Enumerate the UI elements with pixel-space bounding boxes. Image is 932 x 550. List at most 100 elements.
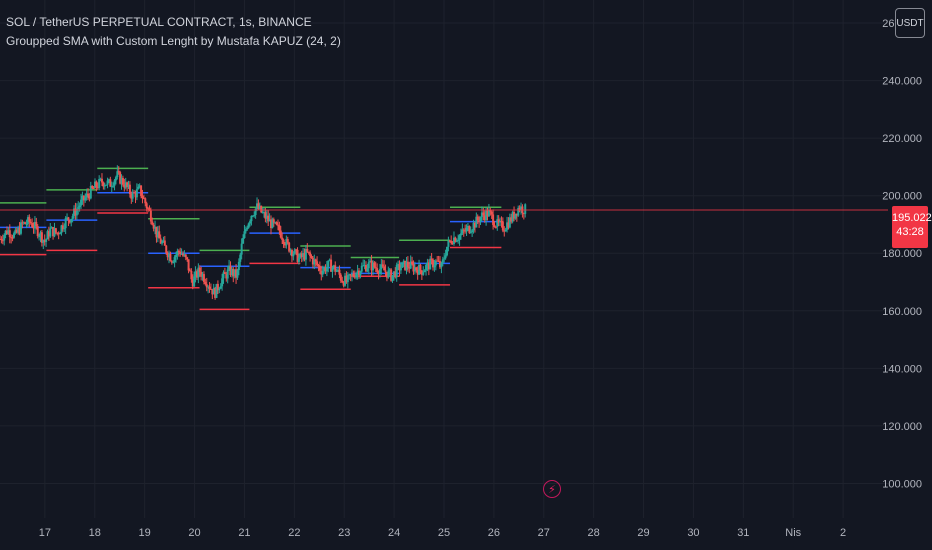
- candle-body: [476, 216, 479, 221]
- candle-body: [226, 269, 229, 279]
- indicator-title[interactable]: Groupped SMA with Custom Lenght by Musta…: [6, 34, 341, 48]
- candle-body: [123, 184, 126, 188]
- candle-body: [159, 238, 162, 244]
- candle-body: [278, 225, 281, 231]
- candle-body: [317, 265, 320, 267]
- currency-button[interactable]: USDT: [895, 8, 925, 38]
- candle-body: [334, 265, 337, 272]
- candle-body: [98, 178, 101, 188]
- candle-body: [332, 265, 335, 268]
- candle-body: [173, 257, 176, 263]
- candle-body: [377, 271, 380, 274]
- candle-body: [293, 249, 296, 254]
- candle-body: [299, 253, 302, 258]
- lightning-icon[interactable]: ⚡︎: [543, 480, 561, 498]
- x-axis-ticks: 17 18 19 20 21 22 23 24 25 26 27 28 29 30 31 Nis 2: [39, 527, 846, 539]
- x-tick-label: 29: [637, 527, 649, 539]
- candle-body: [275, 222, 278, 225]
- candle-body: [479, 217, 482, 223]
- symbol-title[interactable]: SOL / TetherUS PERPETUAL CONTRACT, 1s, B…: [6, 15, 312, 29]
- candle-body: [0, 238, 3, 241]
- candle-body: [56, 232, 59, 234]
- candle-body: [469, 232, 472, 234]
- candle-body: [134, 192, 137, 198]
- candle-body: [127, 184, 130, 187]
- candle-body: [485, 210, 488, 221]
- candle-body: [504, 229, 507, 232]
- candle-body: [464, 230, 467, 232]
- candle-body: [187, 259, 190, 271]
- candle-body: [313, 259, 316, 265]
- candle-body: [290, 250, 293, 257]
- candle-body: [318, 265, 321, 271]
- candle-body: [109, 179, 112, 187]
- candle-body: [310, 256, 313, 258]
- candle-body: [478, 220, 481, 223]
- candle-body: [201, 274, 204, 277]
- candle-body: [418, 264, 421, 275]
- candle-body: [510, 217, 513, 222]
- candle-body: [219, 286, 222, 289]
- candle-body: [212, 288, 215, 295]
- candle-body: [7, 230, 10, 234]
- candle-body: [335, 270, 338, 272]
- candle-body: [381, 264, 384, 267]
- candle-body: [398, 264, 401, 271]
- candle-body: [380, 264, 383, 270]
- candle-body: [253, 214, 256, 216]
- candle-body: [74, 208, 77, 216]
- x-tick-label: 17: [39, 527, 51, 539]
- candle-body: [179, 251, 182, 255]
- candle-body: [406, 261, 409, 267]
- candle-body: [385, 272, 388, 278]
- candle-body: [110, 186, 113, 188]
- candle-body: [309, 252, 312, 257]
- candle-body: [289, 250, 292, 252]
- candle-body: [422, 272, 425, 275]
- candle-body: [31, 223, 34, 228]
- candle-body: [436, 260, 439, 262]
- candle-body: [71, 216, 74, 219]
- candle-body: [54, 228, 57, 233]
- chart-legend: SOL / TetherUS PERPETUAL CONTRACT, 1s, B…: [6, 14, 341, 60]
- candle-body: [19, 222, 22, 234]
- candle-body: [454, 237, 457, 242]
- candle-body: [366, 268, 369, 272]
- y-tick-label: 100.000: [882, 478, 922, 490]
- candle-body: [489, 209, 492, 212]
- candle-body: [168, 253, 171, 258]
- candle-body: [265, 215, 268, 219]
- candle-body: [306, 248, 309, 252]
- candle-body: [452, 237, 455, 244]
- x-tick-label: 27: [538, 527, 550, 539]
- candle-body: [195, 271, 198, 278]
- candle-body: [225, 273, 228, 279]
- candle-body: [458, 235, 461, 240]
- candle-body: [475, 216, 478, 228]
- candle-body: [409, 261, 412, 269]
- candle-body: [40, 232, 43, 243]
- candle-body: [260, 205, 263, 213]
- candle-body: [138, 185, 141, 187]
- candle-body: [507, 222, 510, 228]
- candle-body: [351, 273, 354, 276]
- y-axis-ticks: 100.000 120.000 140.000 160.000 180.000 200.0…: [882, 18, 922, 490]
- candle-body: [261, 212, 264, 214]
- y-tick-label: 200.000: [882, 191, 922, 203]
- candle-body: [215, 283, 218, 298]
- candle-body: [126, 182, 129, 187]
- candle-body: [141, 196, 144, 199]
- candle-body: [483, 215, 486, 221]
- candle-body: [193, 276, 196, 287]
- candle-body: [346, 275, 349, 283]
- candle-body: [145, 203, 148, 209]
- candle-body: [191, 279, 194, 287]
- candle-body: [300, 253, 303, 258]
- candle-body: [232, 268, 235, 277]
- candle-body: [66, 217, 69, 219]
- candle-body: [161, 241, 164, 244]
- candle-body: [247, 223, 250, 228]
- candle-body: [243, 231, 246, 239]
- candle-body: [405, 261, 408, 270]
